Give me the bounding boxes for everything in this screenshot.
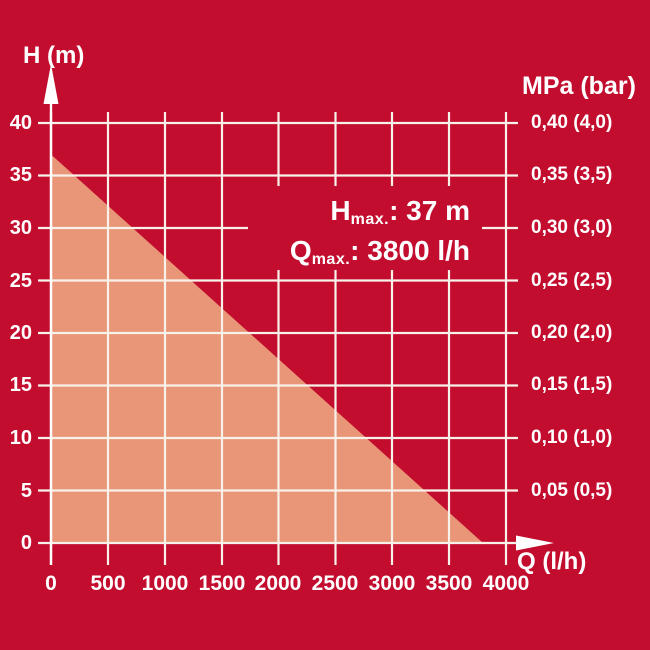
ytick-5: 5 — [20, 480, 32, 502]
rtick-025: 0,25 (2,5) — [531, 270, 613, 291]
ytick-15: 15 — [9, 374, 32, 396]
ytick-35: 35 — [9, 164, 32, 186]
pump-curve-area — [51, 154, 483, 543]
ytick-25: 25 — [9, 270, 32, 292]
left-axis-arrow — [43, 64, 59, 565]
xtick-4000: 4000 — [482, 572, 530, 595]
rtick-040: 0,40 (4,0) — [531, 112, 613, 133]
ytick-30: 30 — [9, 217, 32, 239]
ytick-0: 0 — [20, 532, 32, 554]
xtick-500: 500 — [90, 572, 126, 595]
rtick-020: 0,20 (2,0) — [531, 322, 613, 343]
xtick-3000: 3000 — [368, 572, 416, 595]
bottom-axis-title: Q (l/h) — [517, 548, 587, 575]
h-max-line: Hmax.: 37 m — [330, 195, 470, 228]
xtick-1500: 1500 — [198, 572, 246, 595]
rtick-035: 0,35 (3,5) — [531, 164, 613, 185]
xtick-0: 0 — [45, 572, 57, 595]
left-axis-title: H (m) — [23, 42, 85, 69]
max-values-annotation: Hmax.: 37 m Qmax.: 3800 l/h — [248, 186, 482, 270]
xtick-2500: 2500 — [311, 572, 359, 595]
q-max-subscript: max. — [311, 251, 351, 268]
right-axis-title: MPa (bar) — [522, 72, 636, 100]
rtick-015: 0,15 (1,5) — [531, 374, 613, 395]
rtick-010: 0,10 (1,0) — [531, 427, 613, 448]
bottom-axis-arrow — [516, 535, 554, 551]
rtick-030: 0,30 (3,0) — [531, 217, 613, 238]
h-max-subscript: max. — [350, 211, 390, 228]
ytick-40: 40 — [9, 112, 32, 134]
ytick-10: 10 — [9, 427, 32, 449]
q-max-line: Qmax.: 3800 l/h — [289, 235, 470, 268]
ytick-20: 20 — [9, 322, 32, 344]
xtick-2000: 2000 — [254, 572, 302, 595]
rtick-005: 0,05 (0,5) — [531, 480, 613, 501]
xtick-1000: 1000 — [141, 572, 189, 595]
xtick-3500: 3500 — [425, 572, 473, 595]
